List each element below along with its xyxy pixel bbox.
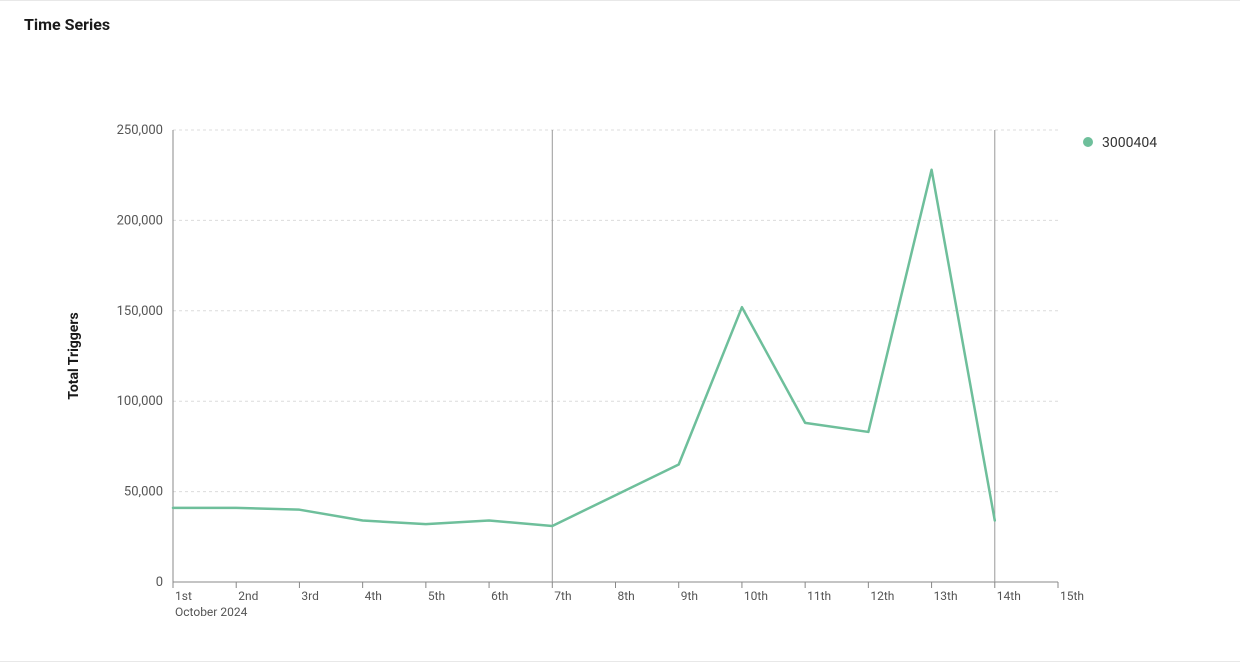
y-tick-label: 150,000 (117, 304, 163, 319)
y-tick-label: 50,000 (124, 485, 163, 500)
x-tick-label: 13th (934, 589, 958, 603)
y-tick-label: 250,000 (117, 123, 163, 138)
x-tick-label: 7th (554, 589, 571, 603)
x-tick-label: 2nd (238, 589, 258, 603)
x-tick-label: 14th (997, 589, 1021, 603)
x-tick-label: 10th (744, 589, 768, 603)
x-tick-label: 6th (491, 589, 508, 603)
y-tick-label: 0 (156, 575, 163, 590)
y-axis-label: Total Triggers (66, 312, 82, 399)
chart-wrapper: 0 50,000 100,000 150,000 200,000 250,000 1st 2n… (18, 42, 1222, 622)
x-tick-label: 8th (618, 589, 635, 603)
x-tick-label: 15th (1060, 589, 1084, 603)
chart-background (18, 42, 1222, 622)
chart-title: Time Series (24, 15, 1222, 34)
x-tick-label: 1st (175, 589, 192, 603)
legend-marker (1083, 137, 1093, 147)
x-tick-label: 5th (428, 589, 445, 603)
chart-container: Time Series 0 50,000 100,000 150,000 200,000… (0, 0, 1240, 662)
x-tick-label: 11th (807, 589, 831, 603)
x-tick-label: 12th (870, 589, 894, 603)
x-sub-label: October 2024 (175, 605, 248, 619)
line-chart: 0 50,000 100,000 150,000 200,000 250,000 1st 2n… (18, 42, 1222, 622)
x-tick-label: 3rd (301, 589, 318, 603)
y-tick-label: 100,000 (117, 394, 163, 409)
x-tick-label: 4th (365, 589, 382, 603)
legend-label: 3000404 (1102, 135, 1157, 151)
x-tick-label: 9th (681, 589, 698, 603)
y-tick-label: 200,000 (117, 213, 163, 228)
